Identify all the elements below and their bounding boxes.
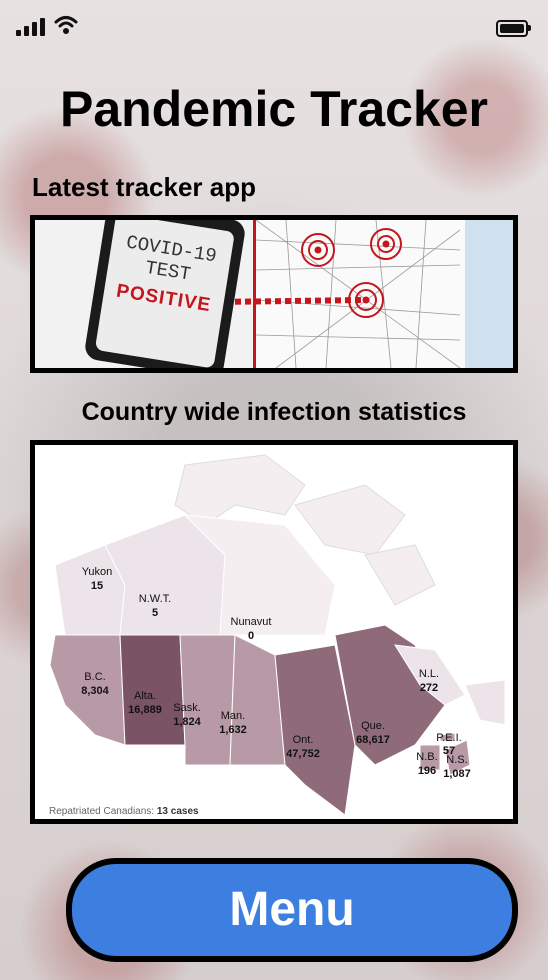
region-cases-nwt: 5	[152, 607, 158, 619]
battery-icon	[496, 20, 531, 37]
street-map-graphic	[255, 220, 461, 368]
canada-infection-map[interactable]: Yukon 15 N.W.T. 5 Nunavut 0 B.C. 8,304 A…	[30, 440, 518, 824]
region-label-bc: B.C.	[84, 671, 105, 683]
region-cases-quebec: 68,617	[356, 734, 390, 746]
region-cases-ontario: 47,752	[286, 748, 320, 760]
region-cases-bc: 8,304	[81, 685, 109, 697]
region-label-yukon: Yukon	[82, 566, 113, 578]
region-saskatchewan-shape	[179, 634, 236, 766]
region-label-alberta: Alta.	[134, 690, 156, 702]
footnote-value: 13 cases	[156, 806, 199, 817]
region-cases-nunavut: 0	[248, 630, 254, 642]
region-label-saskatchewan: Sask.	[173, 702, 201, 714]
region-cases-yukon: 15	[91, 580, 103, 592]
region-cases-manitoba: 1,632	[219, 724, 247, 736]
region-label-quebec: Que.	[361, 720, 385, 732]
region-label-manitoba: Man.	[221, 710, 245, 722]
region-label-ns: N.S.	[446, 754, 467, 766]
region-ontario-shape	[274, 644, 356, 816]
page-title: Pandemic Tracker	[59, 81, 489, 137]
phone-illustration: COVID-19 TEST POSITIVE	[83, 220, 247, 368]
tracker-app-banner[interactable]: COVID-19 TEST POSITIVE	[30, 215, 518, 373]
tracker-section-heading: Latest tracker app	[32, 172, 256, 202]
region-label-nunavut: Nunavut	[231, 616, 272, 628]
region-label-nl: N.L.	[419, 668, 439, 680]
tracking-dotted-line	[215, 297, 366, 305]
region-label-pei: P.E.I.	[436, 732, 461, 744]
menu-button[interactable]: Menu	[66, 858, 518, 962]
region-label-nb: N.B.	[416, 751, 437, 763]
region-nl-shape	[394, 644, 466, 706]
canada-map-graphic: Yukon 15 N.W.T. 5 Nunavut 0 B.C. 8,304 A…	[49, 454, 506, 816]
region-label-nwt: N.W.T.	[139, 593, 171, 605]
banner-street-map	[253, 220, 469, 368]
region-cases-saskatchewan: 1,824	[173, 716, 201, 728]
wifi-icon	[54, 16, 78, 34]
footnote-label: Repatriated Canadians:	[49, 806, 155, 817]
status-bar	[0, 0, 548, 50]
stats-section-heading: Country wide infection statistics	[81, 398, 467, 426]
region-cases-nl: 272	[420, 682, 438, 694]
region-cases-alberta: 16,889	[128, 704, 162, 716]
phone-screen: COVID-19 TEST POSITIVE	[94, 220, 235, 368]
signal-icon	[16, 18, 46, 36]
region-nunavut-shape	[183, 514, 336, 636]
region-cases-pei: 57	[443, 745, 455, 757]
region-label-ontario: Ont.	[293, 734, 314, 746]
region-cases-ns: 1,087	[443, 768, 471, 780]
region-cases-nb: 196	[418, 765, 436, 777]
region-nb-shape	[419, 744, 441, 771]
region-pei-shape	[439, 732, 456, 742]
region-ns-shape	[444, 739, 471, 776]
map-footnote: Repatriated Canadians: 13 cases	[49, 806, 199, 817]
banner-water-panel	[465, 220, 513, 368]
